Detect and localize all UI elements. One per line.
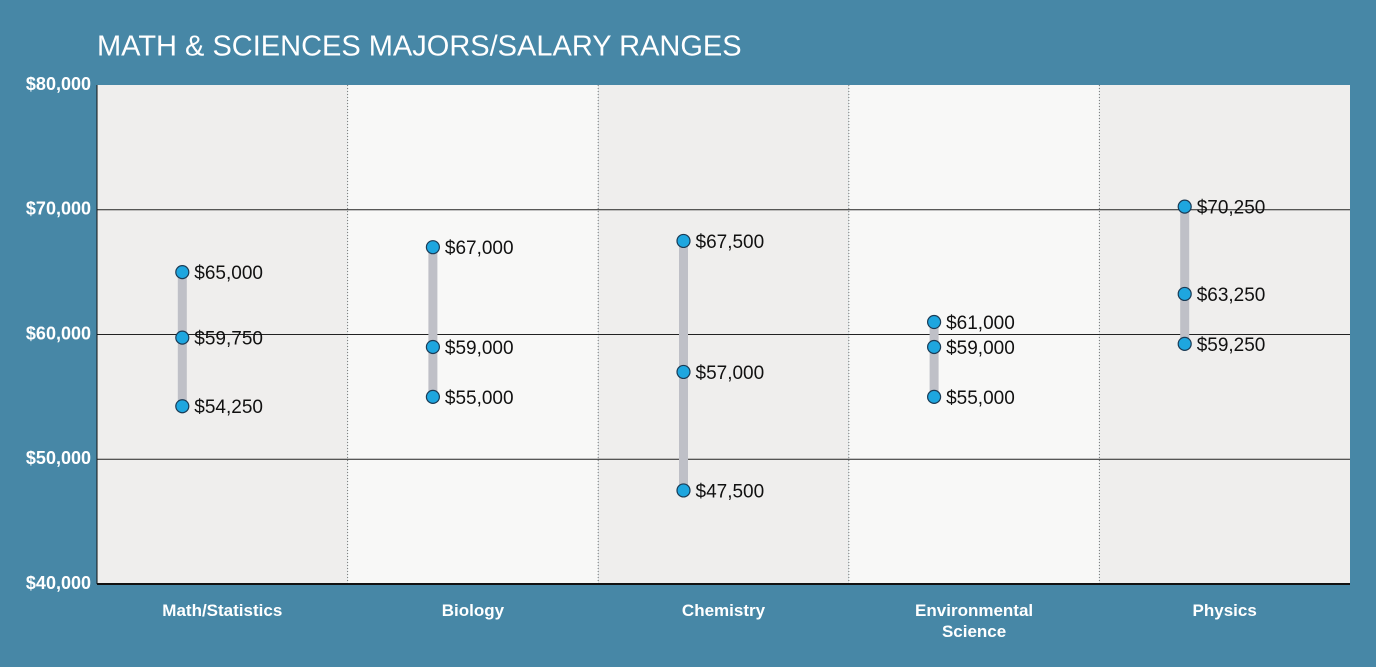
salary-dot <box>1177 286 1192 302</box>
chart-title: MATH & SCIENCES MAJORS/SALARY RANGES <box>97 31 742 63</box>
range-bar <box>428 247 438 397</box>
salary-dot <box>926 314 942 330</box>
value-label: $67,000 <box>445 238 514 259</box>
salary-dot <box>926 389 942 404</box>
value-label: $57,000 <box>696 363 765 384</box>
value-label: $59,000 <box>946 338 1015 359</box>
x-tick-label: Chemistry <box>681 601 766 620</box>
y-tick-label: $70,000 <box>26 199 91 219</box>
value-label: $54,250 <box>194 397 263 418</box>
salary-dot <box>175 399 190 414</box>
y-tick-label: $80,000 <box>26 74 91 94</box>
salary-dot <box>676 483 691 498</box>
y-tick-label: $60,000 <box>26 323 91 343</box>
value-label: $59,000 <box>445 338 514 359</box>
salary-dot <box>676 364 691 380</box>
x-tick-label: Environmental Science <box>915 601 1034 641</box>
salary-dot <box>926 339 942 355</box>
value-label: $63,250 <box>1197 285 1266 306</box>
salary-dot <box>425 240 440 255</box>
y-tick-label: $40,000 <box>26 573 91 593</box>
value-label: $59,750 <box>194 329 263 350</box>
value-label: $55,000 <box>946 388 1015 409</box>
y-tick-label: $50,000 <box>26 448 91 468</box>
value-label: $47,500 <box>696 481 765 502</box>
range-bar <box>929 322 939 397</box>
salary-dot <box>425 389 440 404</box>
salary-dot <box>175 265 190 280</box>
salary-dot <box>1177 336 1192 351</box>
salary-dot <box>175 330 190 345</box>
value-label: $61,000 <box>946 313 1015 334</box>
x-tick-label: Biology <box>441 601 505 620</box>
value-label: $65,000 <box>194 263 263 284</box>
salary-dot <box>425 339 440 355</box>
value-label: $67,500 <box>696 232 765 253</box>
salary-dot <box>676 233 691 249</box>
value-label: $55,000 <box>445 388 514 409</box>
x-tick-label: Physics <box>1192 601 1257 620</box>
salary-dot <box>1177 199 1192 214</box>
range-bar <box>1180 206 1190 344</box>
value-label: $70,250 <box>1197 198 1266 219</box>
x-tick-label: Math/Statistics <box>162 601 283 620</box>
value-label: $59,250 <box>1197 335 1266 356</box>
